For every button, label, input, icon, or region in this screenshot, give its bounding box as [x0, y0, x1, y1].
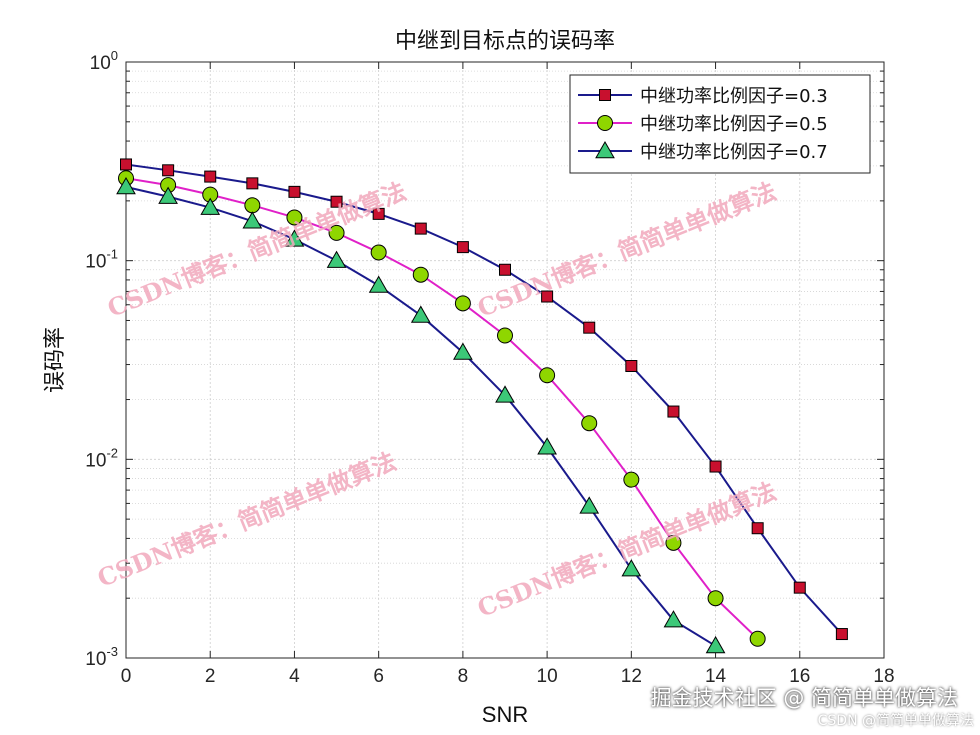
data-point: [541, 290, 554, 303]
footer-csdn: CSDN @简简单单做算法: [817, 713, 974, 729]
x-tick-label: 12: [621, 666, 642, 687]
data-point: [330, 195, 343, 208]
data-point: [284, 229, 305, 247]
y-tick-label: 10-2: [85, 445, 118, 471]
y-tick-label: 100: [90, 48, 118, 74]
x-tick-label: 6: [373, 666, 384, 687]
data-point: [793, 581, 806, 594]
footer-juejin: 掘金技术社区 @ 简简单单做算法: [650, 686, 958, 710]
legend-label: 中继功率比例因子=0.7: [640, 142, 828, 163]
data-point: [200, 197, 221, 215]
data-point: [158, 186, 178, 204]
data-point: [709, 460, 722, 473]
data-point: [663, 610, 684, 628]
legend-label: 中继功率比例因子=0.5: [640, 114, 828, 135]
x-tick-label: 0: [121, 666, 132, 687]
data-point: [372, 207, 385, 220]
legend-label: 中继功率比例因子=0.3: [640, 86, 828, 107]
x-tick-label: 8: [458, 666, 469, 687]
data-point: [581, 415, 598, 432]
data-point: [707, 590, 724, 607]
data-point: [456, 241, 469, 254]
x-tick-label: 14: [705, 666, 727, 687]
data-point: [326, 250, 347, 268]
data-point: [665, 534, 682, 551]
x-tick-label: 2: [205, 666, 216, 687]
data-point: [583, 321, 596, 334]
data-point: [246, 177, 259, 190]
data-point: [537, 437, 557, 455]
chart-title: 中继到目标点的误码率: [395, 29, 615, 54]
legend-marker: [597, 115, 613, 131]
data-point: [116, 176, 136, 195]
y-tick-label: 10-1: [85, 247, 118, 273]
x-tick-label: 16: [789, 666, 810, 687]
y-axis-label: 误码率: [43, 327, 68, 393]
x-tick-label: 4: [289, 666, 300, 687]
data-point: [370, 244, 387, 261]
data-point: [368, 275, 389, 293]
x-tick-label: 10: [537, 666, 558, 687]
data-point: [751, 522, 764, 535]
data-point: [288, 185, 301, 198]
data-point: [242, 211, 263, 229]
axes-box: [125, 61, 885, 659]
x-axis-label: SNR: [482, 702, 528, 727]
data-point: [410, 305, 431, 323]
data-point: [328, 224, 345, 241]
data-point: [539, 367, 556, 384]
legend-marker: [595, 140, 615, 159]
data-point: [497, 327, 513, 344]
legend-marker: [599, 89, 611, 101]
series-line-1: [125, 177, 759, 640]
data-point: [244, 197, 261, 214]
data-point: [705, 635, 726, 654]
data-point: [579, 496, 600, 514]
y-tick-label: 10-3: [85, 644, 118, 670]
data-point: [454, 295, 471, 312]
series-line-0: [125, 163, 843, 635]
data-point: [667, 405, 680, 418]
data-point: [414, 222, 427, 235]
data-point: [453, 342, 473, 360]
data-point: [749, 630, 766, 647]
data-point: [625, 359, 638, 372]
data-point: [286, 209, 303, 226]
x-tick-label: 18: [873, 666, 894, 687]
data-point: [204, 170, 217, 183]
data-point: [499, 263, 511, 276]
data-point: [623, 471, 640, 488]
data-point: [412, 266, 429, 283]
data-point: [495, 385, 515, 403]
data-point: [120, 158, 132, 171]
data-point: [835, 628, 848, 641]
data-point: [162, 164, 175, 177]
data-point: [621, 559, 642, 577]
